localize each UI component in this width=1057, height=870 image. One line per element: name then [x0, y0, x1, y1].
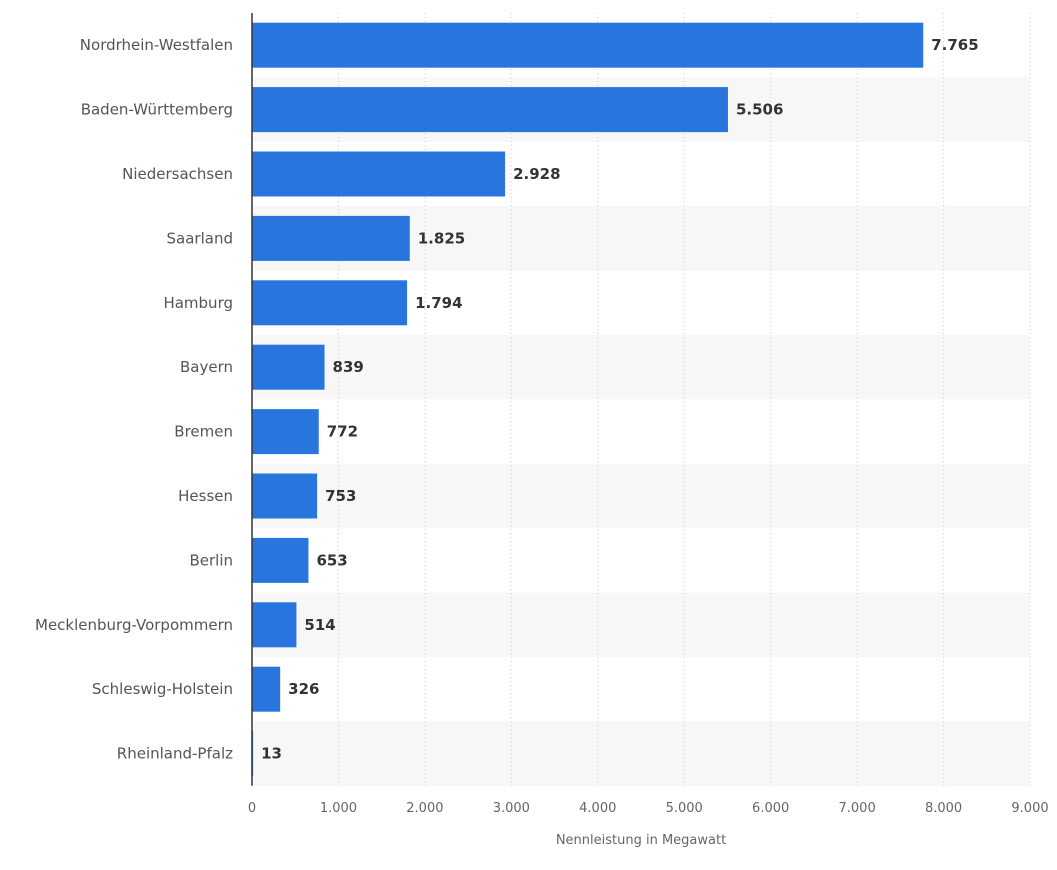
data-label: 772 [327, 423, 358, 441]
bar[interactable] [252, 473, 318, 519]
data-label: 7.765 [931, 36, 978, 54]
bar[interactable] [252, 151, 506, 197]
bar[interactable] [252, 409, 319, 455]
category-label: Rheinland-Pfalz [117, 745, 233, 763]
data-label: 514 [304, 616, 335, 634]
category-label: Niedersachsen [122, 165, 233, 183]
bars [252, 22, 924, 777]
data-label: 326 [288, 680, 319, 698]
data-label: 653 [316, 551, 347, 569]
value-labels: 7.765 5.506 2.928 1.825 1.794 839 772 753 653 514… [261, 36, 979, 762]
x-axis-title: Nennleistung in Megawatt [556, 833, 726, 848]
row-bands [252, 77, 1030, 786]
bar[interactable] [252, 215, 410, 261]
category-labels: Nordrhein-Westfalen Baden-Württemberg Nied… [35, 36, 233, 762]
category-label: Bayern [180, 358, 233, 376]
x-tick-label: 7.000 [839, 801, 876, 816]
row-band [252, 463, 1030, 529]
x-tick-label: 0 [248, 801, 256, 816]
row-band [252, 721, 1030, 786]
gridlines [337, 13, 1031, 786]
x-tick-label: 6.000 [752, 801, 789, 816]
category-label: Saarland [167, 229, 233, 247]
x-tick-label: 8.000 [925, 801, 962, 816]
bar[interactable] [252, 666, 281, 712]
bar[interactable] [252, 537, 309, 583]
category-label: Mecklenburg-Vorpommern [35, 616, 233, 634]
row-band [252, 335, 1030, 400]
bar[interactable] [252, 344, 325, 390]
category-label: Schleswig-Holstein [92, 680, 233, 698]
category-label: Hessen [178, 487, 233, 505]
row-band [252, 592, 1030, 657]
x-tick-label: 5.000 [666, 801, 703, 816]
x-tick-label: 9.000 [1011, 801, 1048, 816]
x-tick-label: 4.000 [579, 801, 616, 816]
bar[interactable] [252, 22, 924, 68]
bar[interactable] [252, 87, 728, 133]
bar[interactable] [252, 602, 297, 648]
data-label: 839 [333, 358, 364, 376]
category-label: Nordrhein-Westfalen [80, 36, 233, 54]
x-tick-label: 2.000 [406, 801, 443, 816]
x-tick-label: 3.000 [493, 801, 530, 816]
category-label: Hamburg [163, 294, 233, 312]
bar[interactable] [252, 280, 408, 326]
category-label: Bremen [174, 423, 233, 441]
data-label: 5.506 [736, 101, 783, 119]
category-label: Baden-Württemberg [81, 101, 233, 119]
x-tick-labels: 0 1.000 2.000 3.000 4.000 5.000 6.000 7.000 8.00… [248, 801, 1049, 816]
data-label: 13 [261, 745, 282, 763]
data-label: 2.928 [513, 165, 560, 183]
data-label: 1.794 [415, 294, 462, 312]
data-label: 1.825 [418, 229, 465, 247]
category-label: Berlin [189, 551, 233, 569]
x-tick-label: 1.000 [320, 801, 357, 816]
data-label: 753 [325, 487, 356, 505]
